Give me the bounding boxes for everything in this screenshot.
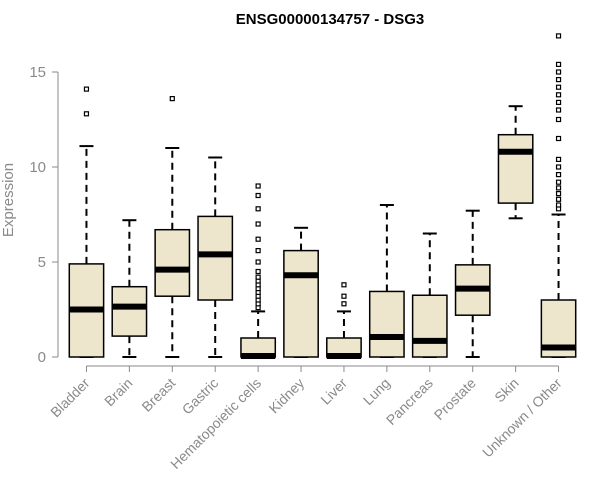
box-iqr — [283, 249, 319, 358]
outlier-point — [555, 107, 562, 113]
outlier-point — [255, 183, 261, 189]
box-group — [68, 33, 577, 360]
box-iqr — [197, 215, 234, 301]
outlier-point — [555, 156, 562, 162]
outlier-point — [83, 86, 90, 92]
y-tick-label: 15 — [29, 64, 46, 81]
outlier-point — [555, 116, 562, 123]
chart-title: ENSG00000134757 - DSG3 — [236, 11, 424, 28]
box-iqr — [111, 285, 148, 337]
outlier-point — [341, 301, 347, 307]
box-gastric — [197, 156, 234, 358]
outlier-point — [255, 259, 261, 265]
x-tick-label: Pancreas — [383, 375, 436, 428]
box-skin — [497, 105, 534, 220]
outlier-point — [255, 268, 261, 275]
x-tick-label: Gastric — [179, 375, 222, 418]
outlier-point — [255, 236, 261, 242]
outlier-point — [255, 221, 261, 227]
outlier-point — [555, 33, 562, 39]
outlier-point — [83, 111, 90, 117]
y-tick-label: 0 — [38, 349, 46, 366]
box-prostate — [454, 209, 491, 358]
box-pancreas — [411, 232, 448, 358]
box-bladder — [68, 86, 105, 358]
outlier-point — [341, 282, 347, 288]
y-axis: 0 5 10 15 — [29, 64, 59, 366]
outlier-point — [555, 172, 562, 178]
x-tick-label: Prostate — [431, 375, 479, 423]
outlier-point — [555, 99, 562, 106]
outlier-point — [255, 192, 261, 199]
box-liver — [326, 282, 362, 360]
outlier-point — [555, 179, 562, 185]
outlier-point — [341, 293, 347, 299]
box-breast — [154, 95, 191, 358]
box-lung — [368, 204, 405, 358]
outlier-point — [255, 248, 261, 254]
outlier-point — [555, 135, 562, 142]
box-iqr — [154, 228, 191, 297]
outlier-point — [255, 206, 261, 212]
outlier-point — [555, 191, 562, 197]
box-iqr — [411, 294, 448, 358]
x-tick-label: Unknown / Other — [479, 375, 565, 461]
outlier-point — [555, 69, 562, 75]
x-tick-label: Brain — [101, 375, 135, 409]
outlier-point — [555, 164, 562, 170]
outlier-point — [555, 185, 562, 191]
box-iqr — [368, 290, 405, 358]
outlier-point — [555, 196, 562, 202]
box-hematopoietic-cells — [240, 183, 277, 360]
box-brain — [111, 219, 148, 358]
y-tick-label: 5 — [38, 254, 46, 271]
x-tick-label: Breast — [138, 375, 178, 415]
outlier-point — [555, 76, 562, 83]
x-tick-label: Kidney — [266, 375, 308, 417]
y-tick-label: 10 — [29, 159, 46, 176]
x-tick-label: Lung — [360, 375, 393, 408]
box-unknown-other — [540, 33, 577, 358]
outlier-point — [555, 61, 562, 68]
x-tick-label: Skin — [491, 375, 522, 406]
outlier-point — [555, 202, 562, 208]
outlier-point — [555, 84, 562, 90]
box-kidney — [283, 226, 319, 358]
x-tick-label: Liver — [317, 375, 350, 408]
x-tick-label: Bladder — [47, 375, 93, 421]
outlier-point — [255, 274, 261, 280]
y-axis-label: Expression — [0, 163, 17, 237]
box-iqr — [497, 133, 534, 204]
outlier-point — [555, 92, 562, 98]
outlier-point — [169, 95, 175, 102]
